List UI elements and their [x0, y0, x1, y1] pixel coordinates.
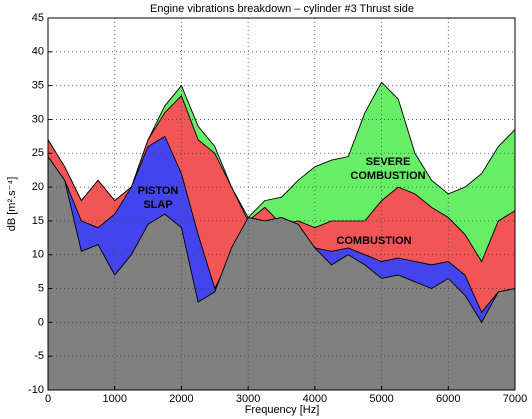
y-tick-label: 20 [32, 181, 44, 193]
y-tick-label: 5 [38, 282, 44, 294]
x-tick-label: 2000 [169, 393, 193, 405]
annotation: PISTON [138, 185, 179, 197]
y-tick-label: -5 [34, 350, 44, 362]
annotation: COMBUSTION [336, 235, 411, 247]
y-tick-label: 10 [32, 249, 44, 261]
x-tick-label: 7000 [503, 393, 527, 405]
chart-title: Engine vibrations breakdown – cylinder #… [150, 3, 414, 15]
x-tick-label: 1000 [102, 393, 126, 405]
y-tick-label: 45 [32, 12, 44, 24]
annotation: SEVERE [366, 156, 411, 168]
x-tick-label: 4000 [303, 393, 327, 405]
y-tick-label: -10 [28, 384, 44, 396]
x-axis-label: Frequency [Hz] [245, 404, 320, 416]
annotation: SLAP [143, 199, 172, 211]
y-tick-label: 25 [32, 147, 44, 159]
y-tick-label: 40 [32, 46, 44, 58]
y-tick-label: 0 [38, 316, 44, 328]
x-tick-label: 3000 [236, 393, 260, 405]
y-tick-label: 30 [32, 113, 44, 125]
y-axis-label: dB [m².s⁻⁴] [6, 177, 18, 232]
y-tick-label: 15 [32, 215, 44, 227]
area [47, 155, 516, 391]
x-tick-label: 5000 [369, 393, 393, 405]
annotation: COMBUSTION [350, 170, 425, 182]
plot-frame [47, 17, 516, 391]
y-tick-label: 35 [32, 80, 44, 92]
x-tick-label: 6000 [436, 393, 460, 405]
x-tick-label: 0 [45, 393, 51, 405]
